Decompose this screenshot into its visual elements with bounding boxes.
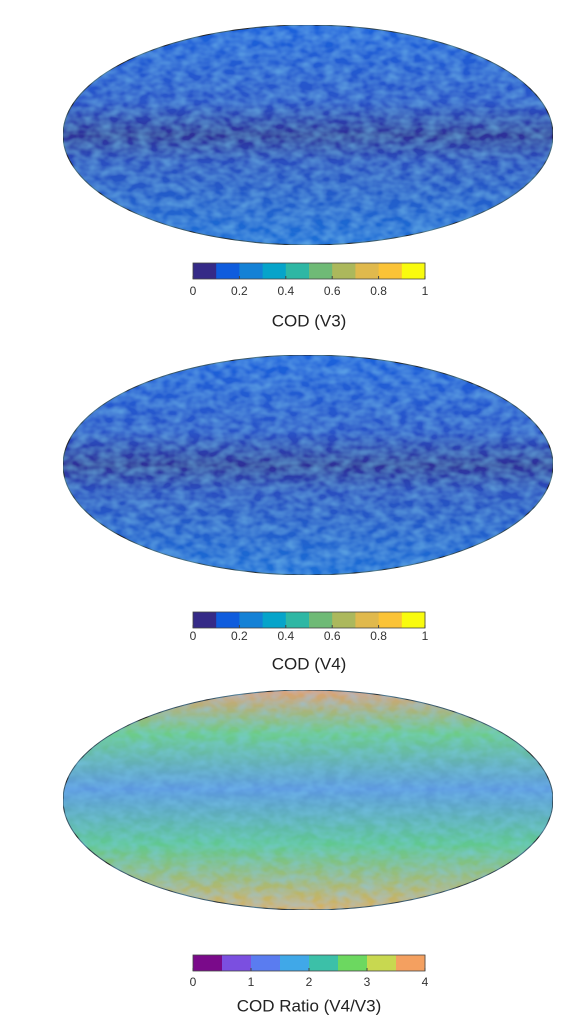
panel-title: COD Ratio (V4/V3) bbox=[237, 996, 382, 1015]
colorbar-segment bbox=[396, 955, 426, 971]
colorbar-segment bbox=[332, 263, 356, 279]
colorbar-segment bbox=[309, 612, 333, 628]
panel-title: COD (V4) bbox=[272, 654, 347, 673]
colorbar-tick-label: 0.8 bbox=[370, 284, 387, 298]
colorbar-segment bbox=[338, 955, 368, 971]
colorbar-segment bbox=[378, 263, 403, 279]
colorbar-frame bbox=[192, 262, 426, 280]
colorbar-segment bbox=[285, 263, 310, 279]
colorbar-tick-label: 0.8 bbox=[370, 629, 387, 643]
colorbar-segment bbox=[193, 612, 217, 628]
colorbar-segment bbox=[280, 955, 310, 971]
colorbar-segment bbox=[355, 612, 380, 628]
colorbar-segment bbox=[222, 955, 252, 971]
colorbar-tick-label: 0.6 bbox=[324, 284, 341, 298]
colorbar-segment bbox=[262, 612, 287, 628]
colorbar-tick-label: 0 bbox=[190, 975, 197, 989]
colorbar-segment bbox=[309, 263, 333, 279]
colorbar-segment bbox=[262, 263, 287, 279]
colorbar-tick-label: 0 bbox=[190, 284, 197, 298]
colorbar-tick-label: 0.2 bbox=[231, 284, 248, 298]
colorbar-tick-label: 0.4 bbox=[277, 629, 294, 643]
colorbar-segment bbox=[239, 612, 264, 628]
colorbar-frame bbox=[192, 611, 426, 629]
colorbar-tick-label: 0.2 bbox=[231, 629, 248, 643]
colorbar-segment bbox=[239, 263, 264, 279]
colorbar-segment bbox=[378, 612, 403, 628]
colorbar-tick-label: 0.4 bbox=[277, 284, 294, 298]
colorbar-segment bbox=[216, 263, 240, 279]
colorbar-segment bbox=[285, 612, 310, 628]
colorbar-segment bbox=[309, 955, 339, 971]
colorbar-tick-label: 4 bbox=[422, 975, 429, 989]
colorbar-segment bbox=[401, 263, 426, 279]
colorbar-segment bbox=[251, 955, 281, 971]
map-2 bbox=[62, 354, 554, 576]
colorbar-segment bbox=[367, 955, 397, 971]
colorbar-segment bbox=[193, 955, 223, 971]
colorbar-segment bbox=[216, 612, 240, 628]
colorbar-tick-label: 3 bbox=[364, 975, 371, 989]
colorbar-tick-label: 1 bbox=[422, 629, 429, 643]
map-1 bbox=[62, 24, 554, 246]
colorbar-segment bbox=[193, 263, 217, 279]
panel-title: COD (V3) bbox=[272, 311, 347, 330]
colorbar-tick-label: 1 bbox=[248, 975, 255, 989]
colorbar-segment bbox=[401, 612, 426, 628]
colorbar-tick-label: 1 bbox=[422, 284, 429, 298]
colorbar-tick-label: 2 bbox=[306, 975, 313, 989]
colorbar-segment bbox=[355, 263, 380, 279]
map-3 bbox=[62, 689, 554, 911]
colorbar-tick-label: 0.6 bbox=[324, 629, 341, 643]
colorbar-segment bbox=[332, 612, 356, 628]
colorbar-tick-label: 0 bbox=[190, 629, 197, 643]
